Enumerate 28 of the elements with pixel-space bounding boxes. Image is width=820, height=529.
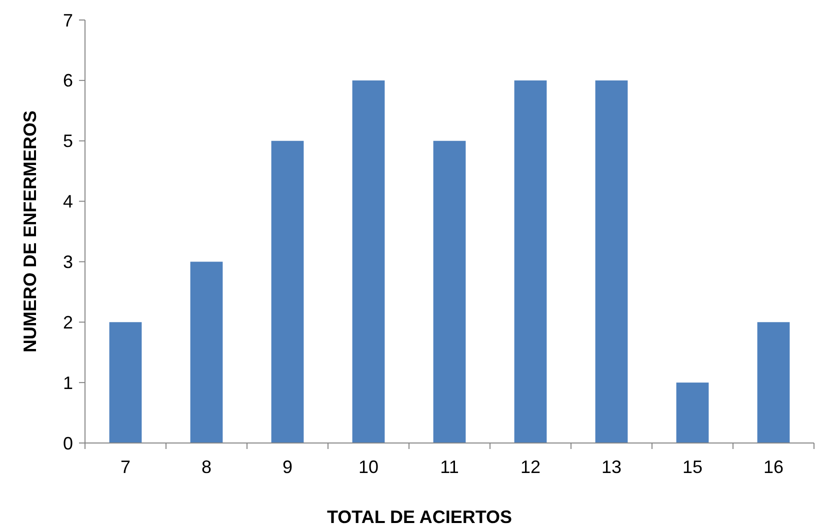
y-tick-label: 1 <box>62 372 73 393</box>
x-tick-label: 16 <box>763 457 784 477</box>
x-axis-title: TOTAL DE ACIERTOS <box>326 507 512 527</box>
x-tick-label: 12 <box>520 457 541 477</box>
y-tick-label: 6 <box>62 70 73 91</box>
bar <box>109 322 142 443</box>
x-tick-label: 13 <box>601 457 622 477</box>
x-tick-label: 8 <box>201 457 212 477</box>
bar <box>514 80 547 443</box>
y-axis-title: NUMERO DE ENFERMEROS <box>20 110 40 353</box>
x-tick-label: 15 <box>682 457 703 477</box>
y-tick-label: 0 <box>62 433 73 454</box>
bar <box>190 262 223 443</box>
x-tick-label: 11 <box>440 457 459 477</box>
x-tick-label: 9 <box>282 457 293 477</box>
bar <box>352 80 385 443</box>
x-tick-label: 7 <box>120 457 131 477</box>
x-tick-label: 10 <box>358 457 379 477</box>
bar <box>433 140 466 443</box>
y-tick-label: 4 <box>62 192 73 212</box>
bar <box>757 322 790 443</box>
bar <box>676 382 709 443</box>
y-tick-label: 3 <box>62 252 73 272</box>
y-tick-label: 5 <box>62 131 73 152</box>
bar <box>595 80 628 443</box>
y-tick-label: 2 <box>62 312 73 332</box>
bar <box>271 140 304 443</box>
y-tick-label: 7 <box>62 10 73 30</box>
